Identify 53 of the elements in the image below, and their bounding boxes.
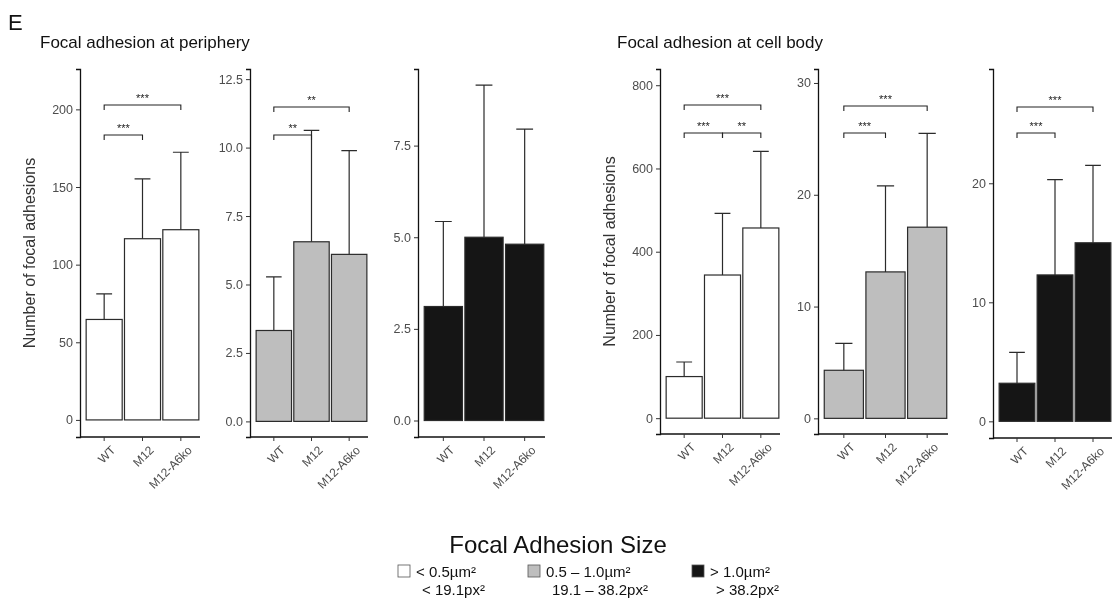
y-tick-label: 0: [646, 411, 654, 426]
y-tick-label: 5.0: [225, 277, 244, 292]
y-tick-label: 5.0: [393, 230, 412, 245]
annotation: **: [737, 120, 747, 132]
y-tick-label: 10.0: [218, 141, 244, 156]
annotation: **: [307, 94, 317, 106]
annotation: **: [288, 122, 298, 134]
y-tick-label: 20: [797, 188, 812, 203]
text: E: [8, 10, 23, 35]
y-tick-label: 0: [979, 414, 987, 429]
x-tick-label: WT: [264, 442, 289, 467]
chart-title: Focal adhesion at periphery: [40, 33, 251, 52]
legend-title: Focal Adhesion Size: [449, 531, 667, 558]
x-tick-label: WT: [834, 439, 859, 464]
annotation: ***: [1048, 94, 1063, 106]
annotation: ***: [1029, 120, 1044, 132]
y-axis-title: Number of focal adhesions: [601, 156, 618, 347]
y-tick-label: 12.5: [218, 72, 244, 87]
x-tick-label: WT: [434, 442, 458, 467]
annotation: ***: [116, 122, 131, 134]
x-tick-label: WT: [675, 439, 699, 464]
y-tick-label: 600: [632, 161, 654, 176]
y-tick-label: 0.0: [225, 414, 244, 429]
y-tick-label: 2.5: [225, 346, 244, 361]
x-tick-label: WT: [1007, 443, 1032, 468]
y-tick-label: 10: [972, 295, 987, 310]
chart-title: Focal adhesion at cell body: [617, 33, 824, 52]
y-tick-label: 200: [632, 328, 654, 343]
annotation: ***: [858, 120, 872, 132]
text: < 0.5µm² < 19.1px²: [416, 563, 485, 598]
y-tick-label: 7.5: [393, 139, 412, 154]
y-tick-label: 0.0: [393, 414, 412, 429]
y-tick-label: 150: [52, 180, 74, 195]
y-tick-label: 400: [632, 245, 654, 260]
y-tick-label: 200: [52, 102, 74, 117]
annotation: ***: [879, 93, 893, 105]
y-tick-label: 0: [804, 411, 812, 426]
y-tick-label: 20: [972, 176, 987, 191]
annotation: ***: [716, 92, 730, 104]
y-tick-label: 7.5: [225, 209, 244, 224]
y-tick-label: 800: [632, 78, 654, 93]
y-tick-label: 100: [52, 258, 74, 273]
y-axis-title: Number of focal adhesions: [21, 157, 38, 349]
y-tick-label: 2.5: [393, 322, 412, 337]
annotation: ***: [696, 120, 711, 132]
y-tick-label: 10: [797, 300, 812, 315]
annotation: ***: [136, 92, 150, 104]
x-tick-label: WT: [95, 442, 119, 467]
y-tick-label: 30: [797, 76, 812, 91]
legend-label: 0.5 – 1.0µm² 19.1 – 38.2px²: [546, 563, 648, 598]
y-tick-label: 0: [66, 413, 74, 428]
y-tick-label: 50: [59, 335, 74, 350]
legend-label: > 1.0µm² > 38.2px²: [710, 563, 779, 598]
